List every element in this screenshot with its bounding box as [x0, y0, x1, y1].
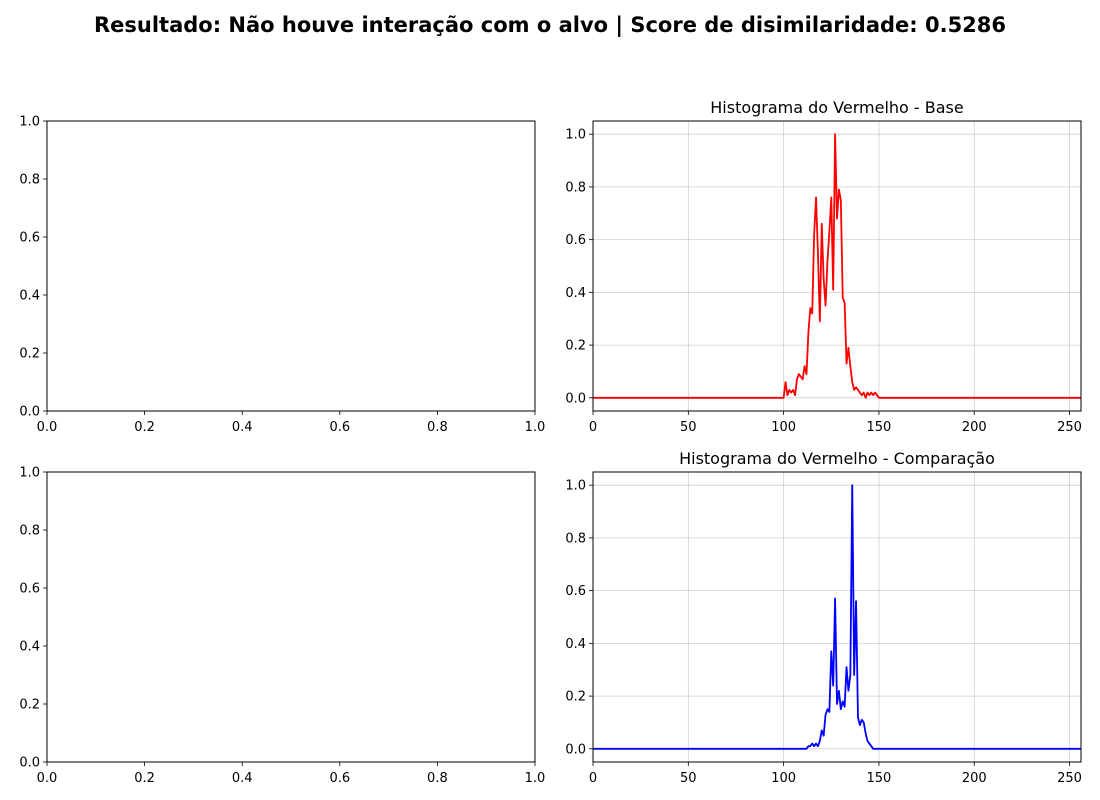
x-tick-label: 50	[680, 420, 697, 435]
x-tick-label: 0.4	[232, 771, 253, 786]
x-tick-label: 0.8	[427, 420, 448, 435]
y-tick-label: 0.0	[565, 391, 586, 406]
x-tick-label: 150	[867, 420, 892, 435]
y-tick-label: 0.4	[565, 286, 586, 301]
y-tick-label: 0.4	[565, 637, 586, 652]
axes-frame	[46, 120, 536, 412]
y-tick-label: 0.6	[565, 584, 586, 599]
y-tick-label: 0.2	[565, 339, 586, 354]
x-tick-label: 250	[1057, 771, 1082, 786]
y-tick-label: 0.2	[565, 690, 586, 705]
x-tick-label: 50	[680, 771, 697, 786]
x-tick-label: 0.2	[134, 771, 155, 786]
x-tick-label: 1.0	[525, 771, 546, 786]
y-tick-label: 0.4	[19, 640, 40, 655]
y-tick-label: 1.0	[565, 128, 586, 143]
x-tick-label: 150	[867, 771, 892, 786]
y-tick-label: 0.8	[19, 173, 40, 188]
x-tick-label: 0.0	[37, 771, 58, 786]
x-tick-label: 0	[589, 771, 597, 786]
y-tick-label: 0.8	[19, 524, 40, 539]
axes-frame	[46, 471, 536, 763]
x-tick-label: 0.0	[37, 420, 58, 435]
x-tick-label: 0.6	[329, 420, 350, 435]
axes-frame	[592, 471, 1082, 763]
y-tick-label: 0.0	[19, 405, 40, 420]
x-tick-label: 0	[589, 420, 597, 435]
y-tick-label: 0.2	[19, 698, 40, 713]
series-line-1	[593, 133, 1081, 399]
y-tick-label: 0.0	[19, 756, 40, 771]
axes-title: Histograma do Vermelho - Base	[710, 98, 963, 117]
x-tick-label: 0.2	[134, 420, 155, 435]
y-tick-label: 0.0	[565, 742, 586, 757]
x-tick-label: 200	[962, 420, 987, 435]
x-tick-label: 0.4	[232, 420, 253, 435]
y-tick-label: 1.0	[565, 479, 586, 494]
y-tick-label: 0.6	[19, 582, 40, 597]
y-tick-label: 1.0	[19, 115, 40, 130]
axes-frame	[592, 120, 1082, 412]
series-line-1	[593, 484, 1081, 750]
x-tick-label: 100	[771, 420, 796, 435]
y-tick-label: 0.6	[19, 231, 40, 246]
x-tick-label: 0.8	[427, 771, 448, 786]
axes-title: Histograma do Vermelho - Comparação	[679, 449, 995, 468]
y-tick-label: 0.4	[19, 289, 40, 304]
x-tick-label: 200	[962, 771, 987, 786]
x-tick-label: 100	[771, 771, 796, 786]
axes-2: 0 50 100 150 200 250 0.0 0.2 0.4 0.6 0.8 1.0 Histogr…	[565, 98, 1082, 435]
y-tick-label: 0.8	[565, 531, 586, 546]
x-tick-label: 0.6	[329, 771, 350, 786]
y-tick-label: 0.2	[19, 347, 40, 362]
figure-suptitle: Resultado: Não houve interação com o alv…	[94, 13, 1006, 38]
axes-1: 0.0 0.2 0.4 0.6 0.8 1.0 0.0 0.2 0.4 0.6 0.8 1.0	[19, 115, 545, 436]
y-tick-label: 0.8	[565, 180, 586, 195]
axes-layer: 0.0 0.2 0.4 0.6 0.8 1.0 0.0 0.2 0.4 0.6 0.8 1.0 0 50 1…	[19, 98, 1082, 786]
y-tick-label: 0.6	[565, 233, 586, 248]
y-tick-label: 1.0	[19, 466, 40, 481]
axes-3: 0.0 0.2 0.4 0.6 0.8 1.0 0.0 0.2 0.4 0.6 0.8 1.0	[19, 466, 545, 787]
x-tick-label: 250	[1057, 420, 1082, 435]
axes-4: 0 50 100 150 200 250 0.0 0.2 0.4 0.6 0.8 1.0 Histogr…	[565, 449, 1082, 786]
x-tick-label: 1.0	[525, 420, 546, 435]
